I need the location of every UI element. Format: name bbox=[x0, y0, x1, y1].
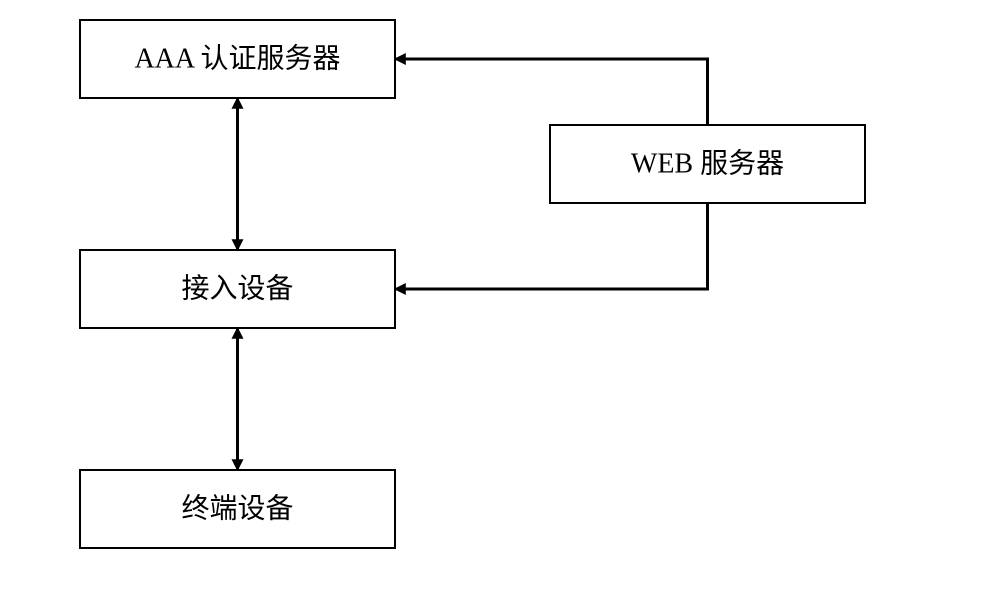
node-access-label: 接入设备 bbox=[181, 272, 293, 304]
node-terminal-label: 终端设备 bbox=[181, 492, 293, 524]
node-web-label: WEB 服务器 bbox=[631, 147, 784, 179]
architecture-diagram: AAA 认证服务器 WEB 服务器接入设备终端设备 bbox=[0, 0, 1000, 596]
canvas-background bbox=[0, 0, 1000, 596]
node-aaa-label: AAA 认证服务器 bbox=[134, 42, 340, 74]
